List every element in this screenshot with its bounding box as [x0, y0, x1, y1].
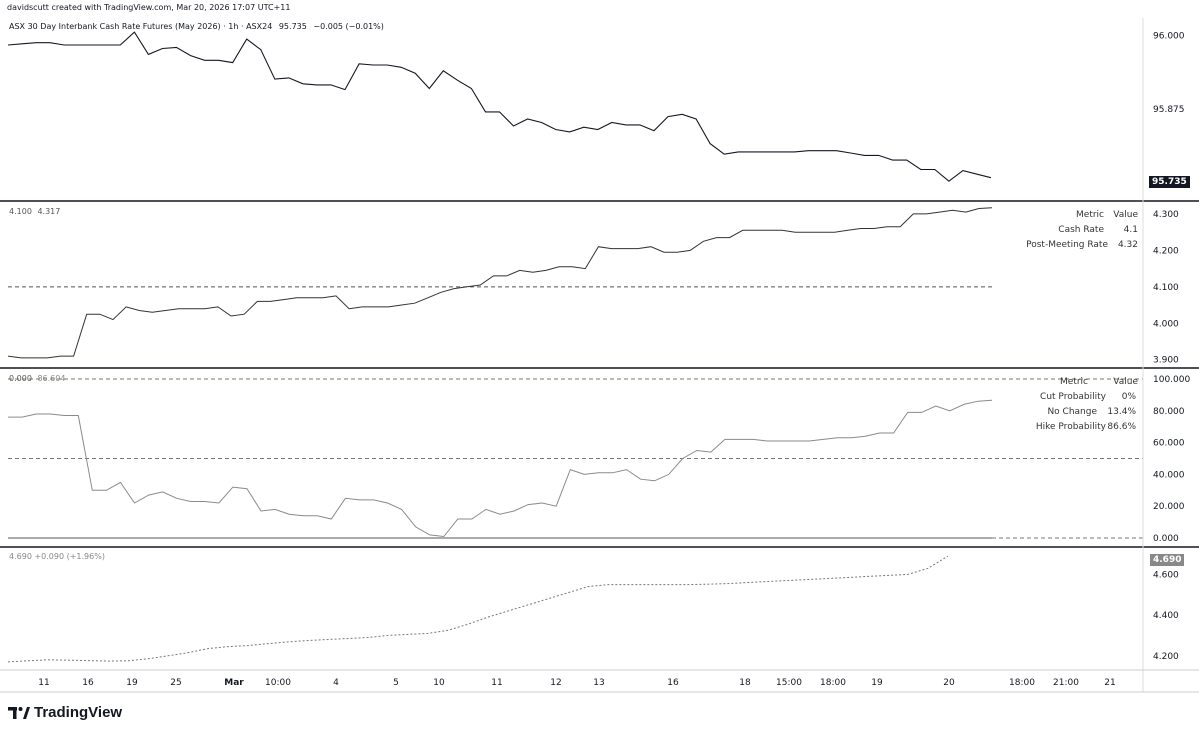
y-tick-label: 4.400 — [1153, 611, 1179, 621]
x-tick-label: 12 — [550, 678, 561, 688]
y-tick-label: 80.000 — [1153, 407, 1185, 417]
x-tick-label: 19 — [871, 678, 883, 688]
prob-table-row-value: 86.6% — [1107, 421, 1136, 432]
x-tick-label: 5 — [393, 678, 399, 688]
y-tick-label: 95.875 — [1153, 105, 1185, 115]
prob-table-row-label: Cut Probability — [1040, 391, 1106, 402]
x-tick-label: 15:00 — [776, 678, 802, 688]
symbol-legend: ASX 30 Day Interbank Cash Rate Futures (… — [9, 22, 384, 31]
x-tick-label: Mar — [224, 678, 244, 688]
prob-table-head-value: Value — [1113, 376, 1138, 387]
x-tick-label: 20 — [943, 678, 955, 688]
prob-table-head-metric: Metric — [1060, 376, 1088, 387]
y-tick-label: 40.000 — [1153, 470, 1185, 480]
rate-legend-value-1: 4.100 — [9, 207, 32, 216]
brand-name: TradingView — [34, 704, 123, 721]
x-tick-label: 18 — [739, 678, 751, 688]
x-tick-label: 11 — [38, 678, 49, 688]
tradingview-icon — [8, 706, 30, 719]
created-by-text: davidscutt created with TradingView.com,… — [7, 3, 291, 12]
price-change: −0.005 (−0.01%) — [313, 22, 384, 31]
price-last-label: 95.735 — [1149, 176, 1190, 188]
y-tick-label: 20.000 — [1153, 502, 1185, 512]
prob-table: Metric Value Cut Probability 0% No Change 1… — [1030, 374, 1138, 434]
prob-table-row-value: 0% — [1121, 391, 1136, 402]
series-line — [7, 31, 992, 182]
y-tick-label: 96.000 — [1153, 32, 1185, 42]
prob-legend-value-2: 86.604 — [37, 374, 66, 383]
yield-legend: 4.690 +0.090 (+1.96%) — [9, 552, 105, 561]
x-tick-label: 11 — [491, 678, 502, 688]
x-tick-label: 10 — [433, 678, 445, 688]
x-tick-label: 21 — [1104, 678, 1115, 688]
rate-table-head-metric: Metric — [1076, 209, 1104, 220]
x-tick-label: 18:00 — [820, 678, 846, 688]
rate-table-head-value: Value — [1113, 209, 1138, 220]
prob-legend-value-1: 0.000 — [9, 374, 32, 383]
x-tick-label: 10:00 — [265, 678, 291, 688]
x-tick-label: 13 — [593, 678, 604, 688]
x-tick-label: 25 — [170, 678, 181, 688]
y-tick-label: 60.000 — [1153, 439, 1185, 449]
rate-table-row-label: Post-Meeting Rate — [1026, 239, 1108, 250]
x-tick-label: 4 — [333, 678, 339, 688]
rate-table-row-label: Cash Rate — [1058, 224, 1104, 235]
y-tick-label: 4.000 — [1153, 319, 1179, 329]
y-tick-label: 0.000 — [1153, 534, 1179, 544]
y-tick-label: 4.200 — [1153, 652, 1179, 662]
rate-table: Metric Value Cash Rate 4.1 Post-Meeting Ra… — [1020, 207, 1138, 252]
x-tick-label: 18:00 — [1009, 678, 1035, 688]
last-price: 95.735 — [278, 22, 307, 31]
prob-table-row-label: Hike Probability — [1035, 421, 1106, 432]
x-tick-label: 16 — [82, 678, 94, 688]
x-tick-label: 16 — [667, 678, 679, 688]
tradingview-logo[interactable]: TradingView — [8, 704, 122, 721]
y-tick-label: 4.200 — [1153, 246, 1179, 256]
rate-table-row-value: 4.32 — [1117, 239, 1138, 250]
prob-legend: 0.000 86.604 — [9, 374, 65, 383]
rate-table-row-value: 4.1 — [1123, 224, 1138, 235]
prob-table-row-value: 13.4% — [1107, 406, 1136, 417]
series-line — [7, 555, 949, 663]
series-line — [7, 207, 993, 359]
y-tick-label: 4.300 — [1153, 210, 1179, 220]
symbol-title[interactable]: ASX 30 Day Interbank Cash Rate Futures (… — [9, 22, 273, 31]
x-tick-label: 19 — [126, 678, 138, 688]
prob-table-row-label: No Change — [1047, 406, 1097, 417]
y-tick-label: 4.100 — [1153, 283, 1179, 293]
y-tick-label: 3.900 — [1153, 356, 1179, 366]
rate-legend-value-2: 4.317 — [37, 207, 61, 216]
y-tick-label: 100.000 — [1153, 375, 1190, 385]
y-tick-label: 4.600 — [1153, 570, 1179, 580]
yield-last-label: 4.690 — [1150, 554, 1185, 566]
x-tick-label: 21:00 — [1053, 678, 1079, 688]
rate-legend: 4.100 4.317 — [9, 207, 60, 216]
series-line — [8, 399, 993, 538]
